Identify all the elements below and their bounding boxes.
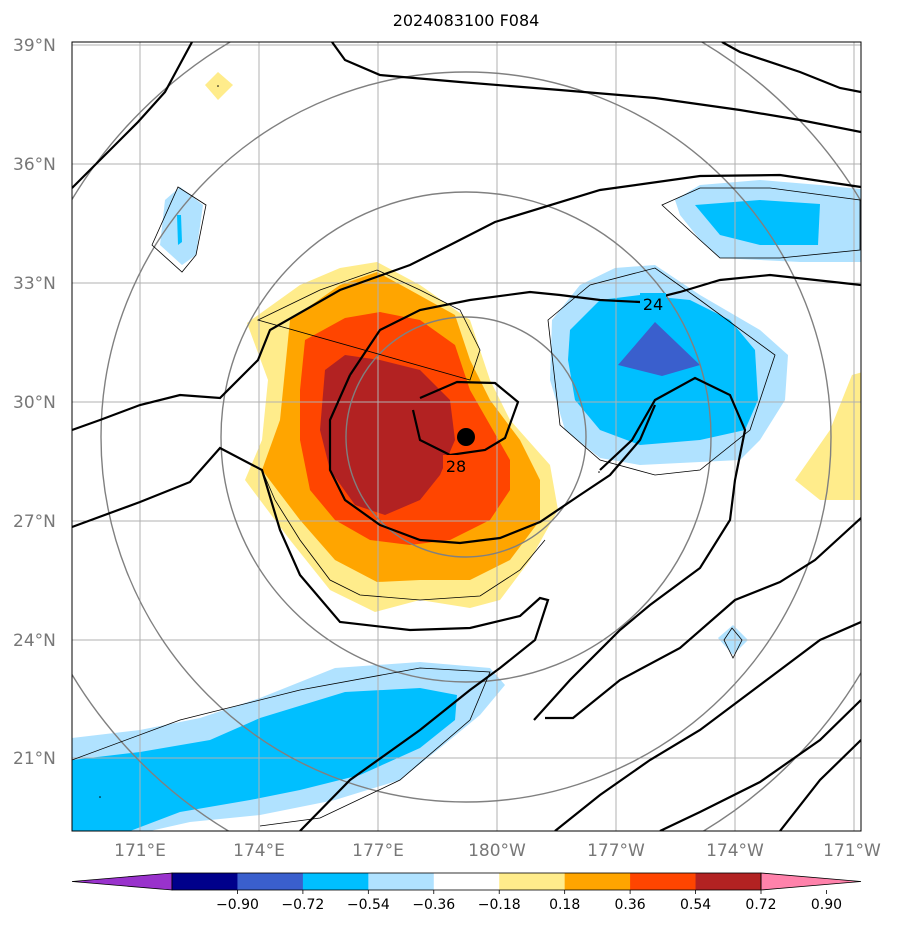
colorbar-frame bbox=[171, 872, 762, 891]
map-area: 24 28 bbox=[72, 42, 861, 831]
colorbar-segment bbox=[302, 873, 369, 890]
contour-label-bg bbox=[443, 455, 469, 475]
colorbar-tick-label: −0.18 bbox=[478, 897, 521, 913]
lon-label: 171°W bbox=[823, 841, 881, 861]
colorbar-segment bbox=[237, 873, 304, 890]
lat-label: 21°N bbox=[13, 749, 56, 769]
cold-anomaly-nw-core bbox=[177, 215, 182, 245]
thick-contours bbox=[72, 42, 861, 831]
lon-label: 180°W bbox=[468, 841, 526, 861]
colorbar-tick-label: 0.90 bbox=[811, 897, 842, 913]
map-frame bbox=[71, 41, 862, 832]
colorbar-segment bbox=[368, 873, 435, 890]
thin-contours bbox=[72, 186, 861, 827]
anomaly-fill bbox=[72, 72, 861, 831]
graticule bbox=[72, 42, 861, 831]
lon-label: 177°W bbox=[587, 841, 645, 861]
dot-marker bbox=[598, 471, 600, 473]
colorbar-tick-label: −0.90 bbox=[216, 897, 259, 913]
lon-label: 174°E bbox=[233, 841, 285, 861]
colorbar-segment bbox=[433, 873, 500, 890]
dot-marker bbox=[99, 796, 101, 798]
colorbar-segment bbox=[630, 873, 697, 890]
colorbar-tick-label: 0.36 bbox=[615, 897, 646, 913]
colorbar-extend-high bbox=[760, 872, 862, 891]
contour-label-24: 24 bbox=[643, 295, 663, 314]
warm-anomaly-nw bbox=[205, 72, 233, 100]
lat-label: 24°N bbox=[13, 631, 56, 651]
map-title: 2024083100 F084 bbox=[393, 11, 540, 30]
cold-anomaly-nw bbox=[160, 187, 203, 265]
colorbar-segment bbox=[172, 873, 238, 890]
lat-label: 30°N bbox=[13, 393, 56, 413]
lat-label: 33°N bbox=[13, 274, 56, 294]
cold-anomaly-ne-036 bbox=[695, 200, 820, 245]
longitude-labels: 171°E 174°E 177°E 180°W 177°W 174°W 171°… bbox=[114, 841, 881, 861]
lat-label: 39°N bbox=[13, 36, 56, 56]
dot-marker bbox=[217, 85, 219, 87]
range-rings bbox=[72, 42, 861, 831]
colorbar-segment bbox=[499, 873, 566, 890]
colorbar-extend-low bbox=[71, 872, 173, 891]
lon-label: 177°E bbox=[352, 841, 404, 861]
contour-label-28: 28 bbox=[446, 457, 466, 476]
lat-label: 27°N bbox=[13, 512, 56, 532]
lon-label: 174°W bbox=[706, 841, 764, 861]
colorbar-tick-label: −0.36 bbox=[412, 897, 455, 913]
storm-center-marker bbox=[457, 428, 475, 446]
cold-anomaly-054 bbox=[618, 322, 700, 376]
warm-anomaly-east bbox=[795, 372, 861, 500]
colorbar-tick-label: 0.72 bbox=[745, 897, 776, 913]
lon-label: 171°E bbox=[114, 841, 166, 861]
colorbar-segment bbox=[695, 873, 762, 890]
colorbar-segment bbox=[564, 873, 631, 890]
contour-label-bg bbox=[640, 293, 666, 313]
colorbar-tick-label: 0.54 bbox=[680, 897, 711, 913]
colorbar-tick-label: −0.54 bbox=[347, 897, 390, 913]
cold-anomaly-sw-036 bbox=[72, 688, 457, 831]
lat-label: 36°N bbox=[13, 155, 56, 175]
colorbar: −0.90 −0.72 −0.54 −0.36 −0.18 0.18 0.36 0.54 0.7… bbox=[71, 872, 862, 913]
colorbar-tick-label: −0.72 bbox=[281, 897, 324, 913]
colorbar-tick-label: 0.18 bbox=[549, 897, 580, 913]
latitude-labels: 39°N 36°N 33°N 30°N 27°N 24°N 21°N bbox=[13, 36, 56, 769]
